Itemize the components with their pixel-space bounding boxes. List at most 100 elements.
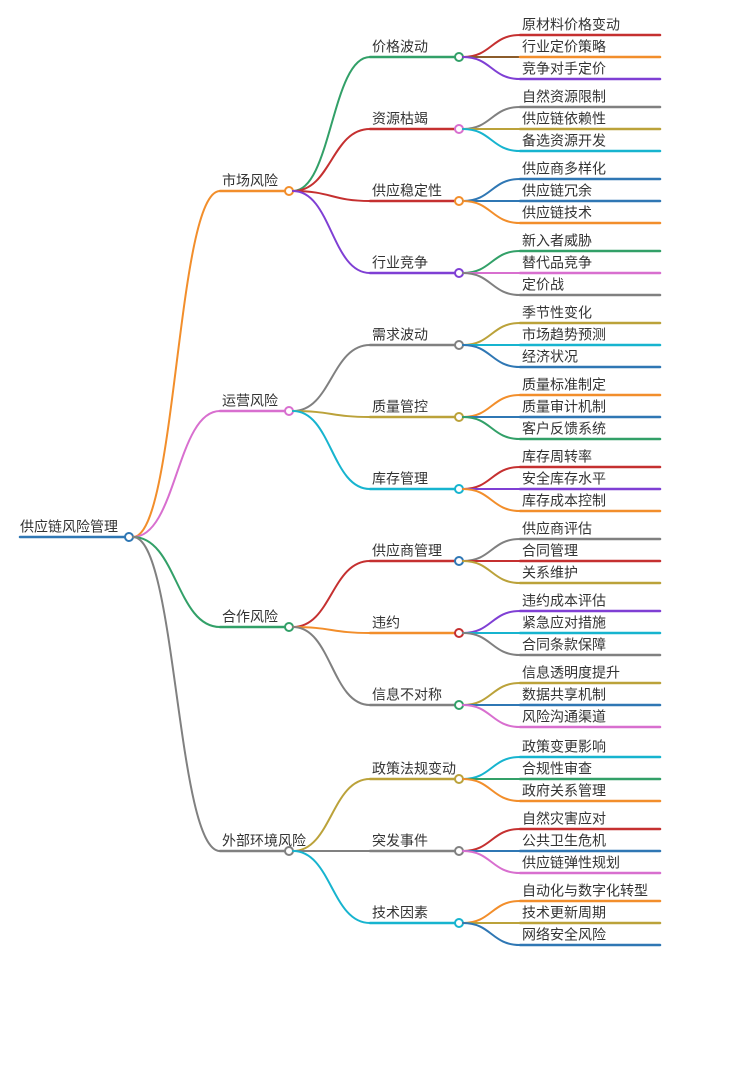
connector: [463, 489, 520, 511]
l3-1-3-3-label: 供应链技术: [522, 205, 592, 221]
l3-3-1-3-label: 关系维护: [522, 565, 578, 581]
l2-1-2-circle: [455, 125, 463, 133]
l2-2-2-label: 质量管控: [372, 399, 428, 415]
l3-3-2-1-label: 违约成本评估: [522, 593, 606, 609]
connector: [463, 757, 520, 779]
connector: [293, 129, 370, 191]
l2-3-2-circle: [455, 629, 463, 637]
l3-3-3-2-label: 数据共享机制: [522, 687, 606, 703]
l2-3-3-circle: [455, 701, 463, 709]
connector: [463, 683, 520, 705]
l2-4-3-circle: [455, 919, 463, 927]
l3-1-2-1-label: 自然资源限制: [522, 89, 606, 105]
connector: [463, 705, 520, 727]
connector: [463, 467, 520, 489]
l2-4-2-circle: [455, 847, 463, 855]
l2-2-3-label: 库存管理: [372, 471, 428, 487]
connector: [463, 851, 520, 873]
l2-1-2-label: 资源枯竭: [372, 111, 428, 127]
l2-4-2-label: 突发事件: [372, 833, 428, 849]
connector: [463, 779, 520, 801]
connector: [463, 561, 520, 583]
l3-4-1-2-label: 合规性审查: [522, 761, 592, 777]
connector: [463, 201, 520, 223]
l3-1-3-2-label: 供应链冗余: [522, 183, 592, 199]
connector: [463, 273, 520, 295]
connector: [293, 851, 370, 923]
l3-1-4-2-label: 替代品竞争: [522, 255, 592, 271]
l3-2-2-3-label: 客户反馈系统: [522, 421, 606, 437]
l2-2-3-circle: [455, 485, 463, 493]
l3-1-2-3-label: 备选资源开发: [522, 133, 606, 149]
root-circle: [125, 533, 133, 541]
connector: [463, 35, 520, 57]
connector: [133, 191, 220, 537]
l3-1-1-1-label: 原材料价格变动: [522, 17, 620, 33]
l3-3-3-1-label: 信息透明度提升: [522, 665, 620, 681]
l2-3-1-label: 供应商管理: [372, 543, 442, 559]
connector: [463, 829, 520, 851]
l2-1-3-label: 供应稳定性: [372, 183, 442, 199]
connector: [463, 129, 520, 151]
connector: [133, 537, 220, 627]
connector: [293, 191, 370, 273]
root-label: 供应链风险管理: [20, 519, 118, 535]
l3-4-1-1-label: 政策变更影响: [522, 739, 606, 755]
l1-1-label: 市场风险: [222, 173, 278, 189]
l3-2-3-2-label: 安全库存水平: [522, 471, 606, 487]
l2-3-2-label: 违约: [372, 615, 400, 631]
connector: [463, 633, 520, 655]
l2-3-1-circle: [455, 557, 463, 565]
l3-2-2-1-label: 质量标准制定: [522, 377, 606, 393]
l3-3-3-3-label: 风险沟通渠道: [522, 709, 606, 725]
l2-1-3-circle: [455, 197, 463, 205]
l3-4-3-1-label: 自动化与数字化转型: [522, 883, 648, 899]
l2-1-4-circle: [455, 269, 463, 277]
connector: [463, 417, 520, 439]
l3-4-2-1-label: 自然灾害应对: [522, 811, 606, 827]
l3-1-4-3-label: 定价战: [522, 277, 564, 293]
l1-1-circle: [285, 187, 293, 195]
connector: [463, 611, 520, 633]
l3-3-1-1-label: 供应商评估: [522, 521, 592, 537]
connector: [463, 57, 520, 79]
l1-3-circle: [285, 623, 293, 631]
l2-2-1-circle: [455, 341, 463, 349]
connector: [463, 323, 520, 345]
l3-2-3-3-label: 库存成本控制: [522, 493, 606, 509]
l3-1-3-1-label: 供应商多样化: [522, 161, 606, 177]
connector: [463, 107, 520, 129]
l3-2-1-1-label: 季节性变化: [522, 305, 592, 321]
l3-3-1-2-label: 合同管理: [522, 543, 578, 559]
l1-4-label: 外部环境风险: [222, 833, 306, 849]
connector: [293, 411, 370, 489]
l1-2-label: 运营风险: [222, 393, 278, 409]
l1-4-circle: [285, 847, 293, 855]
l2-1-1-circle: [455, 53, 463, 61]
l3-2-1-2-label: 市场趋势预测: [522, 327, 606, 343]
l3-3-2-3-label: 合同条款保障: [522, 637, 606, 653]
connector: [293, 345, 370, 411]
l3-4-3-3-label: 网络安全风险: [522, 927, 606, 943]
l3-1-1-3-label: 竞争对手定价: [522, 61, 606, 77]
connector: [463, 901, 520, 923]
l1-3-label: 合作风险: [222, 609, 278, 625]
connector: [463, 539, 520, 561]
l2-1-4-label: 行业竞争: [372, 255, 428, 271]
connector: [293, 627, 370, 705]
connector: [463, 251, 520, 273]
l3-2-2-2-label: 质量审计机制: [522, 399, 606, 415]
connector: [463, 395, 520, 417]
l3-4-2-2-label: 公共卫生危机: [522, 833, 606, 849]
l3-2-1-3-label: 经济状况: [522, 349, 578, 365]
connector: [463, 345, 520, 367]
l2-4-1-circle: [455, 775, 463, 783]
connector: [463, 179, 520, 201]
l3-1-1-2-label: 行业定价策略: [522, 39, 606, 55]
l3-2-3-1-label: 库存周转率: [522, 449, 592, 465]
l3-4-3-2-label: 技术更新周期: [522, 905, 606, 921]
l1-2-circle: [285, 407, 293, 415]
l3-1-2-2-label: 供应链依赖性: [522, 111, 606, 127]
l2-4-1-label: 政策法规变动: [372, 761, 456, 777]
l2-3-3-label: 信息不对称: [372, 687, 442, 703]
